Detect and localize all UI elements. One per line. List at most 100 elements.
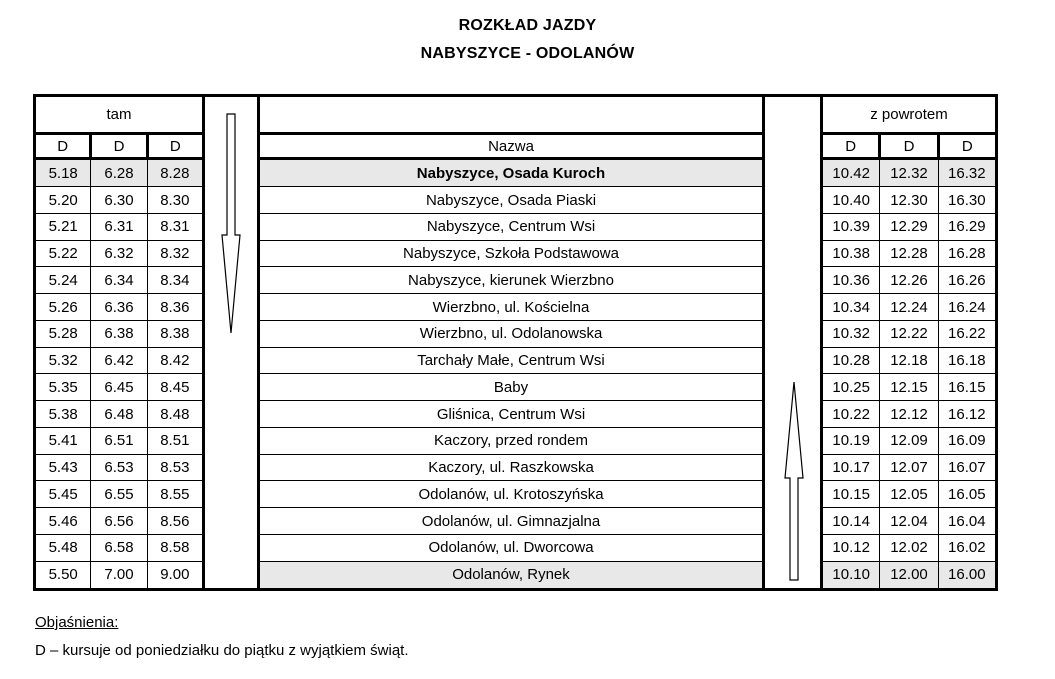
timetable-row: Nabyszyce, kierunek Wierzbno	[258, 266, 764, 295]
timetable-row: 5.28 6.38 8.38	[33, 319, 205, 348]
names-group-header-row	[257, 94, 765, 135]
time-cell: 5.18	[33, 157, 92, 188]
stop-name-cell: Kaczory, przed rondem	[258, 426, 764, 455]
name-column-header: Nazwa	[257, 132, 765, 160]
stop-name-cell: Baby	[258, 373, 764, 402]
timetable-row: Kaczory, ul. Raszkowska	[258, 453, 764, 482]
time-cell: 16.09	[937, 426, 998, 455]
time-cell: 5.24	[33, 266, 92, 295]
time-cell: 16.18	[937, 346, 998, 375]
time-cell: 8.34	[146, 266, 205, 295]
timetable-row: 5.21 6.31 8.31	[33, 212, 205, 241]
time-cell: 12.24	[879, 293, 939, 321]
time-cell: 16.24	[937, 293, 998, 321]
stop-name-cell: Wierzbno, ul. Kościelna	[258, 293, 764, 321]
time-cell: 12.07	[879, 453, 939, 482]
timetable-row: 10.34 12.24 16.24	[820, 293, 998, 321]
time-cell: 6.51	[90, 426, 148, 455]
timetable-row: Odolanów, Rynek	[258, 560, 764, 591]
document-title: ROZKŁAD JAZDY NABYSZYCE - ODOLANÓW	[0, 12, 1055, 68]
timetable-row: 5.20 6.30 8.30	[33, 186, 205, 214]
time-cell: 6.48	[90, 400, 148, 428]
time-cell: 16.05	[937, 480, 998, 509]
timetable-row: 10.40 12.30 16.30	[820, 186, 998, 214]
time-cell: 5.41	[33, 426, 92, 455]
timetable-row: 5.43 6.53 8.53	[33, 453, 205, 482]
time-cell: 16.12	[937, 400, 998, 428]
outbound-arrow-column	[205, 94, 257, 591]
stop-names-block: Nazwa Nabyszyce, Osada Kuroch Nabyszyce, …	[257, 94, 765, 591]
stop-names-body: Nabyszyce, Osada Kuroch Nabyszyce, Osada …	[258, 157, 764, 591]
time-cell: 5.32	[33, 346, 92, 375]
stop-name-cell: Nabyszyce, Osada Piaski	[258, 186, 764, 214]
timetable-row: 5.22 6.32 8.32	[33, 239, 205, 268]
stop-name-cell: Odolanów, ul. Krotoszyńska	[258, 480, 764, 509]
time-cell: 12.32	[879, 157, 939, 188]
time-cell: 16.00	[937, 560, 998, 591]
timetable-row: Nabyszyce, Centrum Wsi	[258, 212, 764, 241]
timetable-row: 5.18 6.28 8.28	[33, 157, 205, 188]
time-cell: 12.22	[879, 319, 939, 348]
time-cell: 10.22	[820, 400, 881, 428]
time-cell: 6.30	[90, 186, 148, 214]
timetable-row: Kaczory, przed rondem	[258, 426, 764, 455]
timetable-row: Nabyszyce, Osada Kuroch	[258, 157, 764, 188]
time-cell: 10.12	[820, 533, 881, 562]
time-cell: 10.34	[820, 293, 881, 321]
time-cell: 12.28	[879, 239, 939, 268]
outbound-times-block: tam D D D 5.18 6.28 8.28 5.20 6.30 8.30 5.21 6.…	[32, 94, 206, 591]
day-code-cell: D	[145, 132, 206, 160]
day-code-cell: D	[819, 132, 882, 160]
timetable-row: Baby	[258, 373, 764, 402]
time-cell: 6.56	[90, 507, 148, 535]
timetable-row: 10.25 12.15 16.15	[820, 373, 998, 402]
time-cell: 8.38	[146, 319, 205, 348]
time-cell: 8.55	[146, 480, 205, 509]
time-cell: 10.25	[820, 373, 881, 402]
time-cell: 6.38	[90, 319, 148, 348]
time-cell: 8.53	[146, 453, 205, 482]
down-arrow-icon	[221, 113, 241, 334]
time-cell: 8.42	[146, 346, 205, 375]
stop-name-cell: Nabyszyce, Centrum Wsi	[258, 212, 764, 241]
outbound-day-code-row: D D D	[32, 132, 206, 160]
time-cell: 6.28	[90, 157, 148, 188]
time-cell: 12.04	[879, 507, 939, 535]
time-cell: 8.51	[146, 426, 205, 455]
time-cell: 5.35	[33, 373, 92, 402]
time-cell: 12.12	[879, 400, 939, 428]
return-times-block: z powrotem D D D 10.42 12.32 16.32 10.40 12.…	[819, 94, 999, 591]
time-cell: 10.42	[820, 157, 881, 188]
timetable-row: 5.24 6.34 8.34	[33, 266, 205, 295]
time-cell: 5.21	[33, 212, 92, 241]
timetable-row: 10.38 12.28 16.28	[820, 239, 998, 268]
stop-name-cell: Odolanów, ul. Gimnazjalna	[258, 507, 764, 535]
time-cell: 10.32	[820, 319, 881, 348]
timetable: tam D D D 5.18 6.28 8.28 5.20 6.30 8.30 5.21 6.…	[32, 94, 999, 591]
time-cell: 16.04	[937, 507, 998, 535]
time-cell: 10.19	[820, 426, 881, 455]
timetable-row: Odolanów, ul. Krotoszyńska	[258, 480, 764, 509]
time-cell: 12.29	[879, 212, 939, 241]
time-cell: 16.32	[937, 157, 998, 188]
time-cell: 5.26	[33, 293, 92, 321]
time-cell: 8.36	[146, 293, 205, 321]
time-cell: 10.39	[820, 212, 881, 241]
time-cell: 10.38	[820, 239, 881, 268]
outbound-direction-header: tam	[33, 94, 205, 135]
time-cell: 10.14	[820, 507, 881, 535]
time-cell: 16.30	[937, 186, 998, 214]
time-cell: 6.32	[90, 239, 148, 268]
outbound-times-body: 5.18 6.28 8.28 5.20 6.30 8.30 5.21 6.31 8.31 5.22…	[33, 157, 205, 591]
timetable-row: 10.28 12.18 16.18	[820, 346, 998, 375]
time-cell: 6.31	[90, 212, 148, 241]
time-cell: 5.20	[33, 186, 92, 214]
names-header-row: Nazwa	[257, 132, 765, 160]
stop-name-cell: Nabyszyce, Szkoła Podstawowa	[258, 239, 764, 268]
timetable-row: 5.48 6.58 8.58	[33, 533, 205, 562]
timetable-row: 5.35 6.45 8.45	[33, 373, 205, 402]
title-line-2: NABYSZYCE - ODOLANÓW	[420, 45, 635, 62]
time-cell: 8.58	[146, 533, 205, 562]
timetable-row: 10.10 12.00 16.00	[820, 560, 998, 591]
